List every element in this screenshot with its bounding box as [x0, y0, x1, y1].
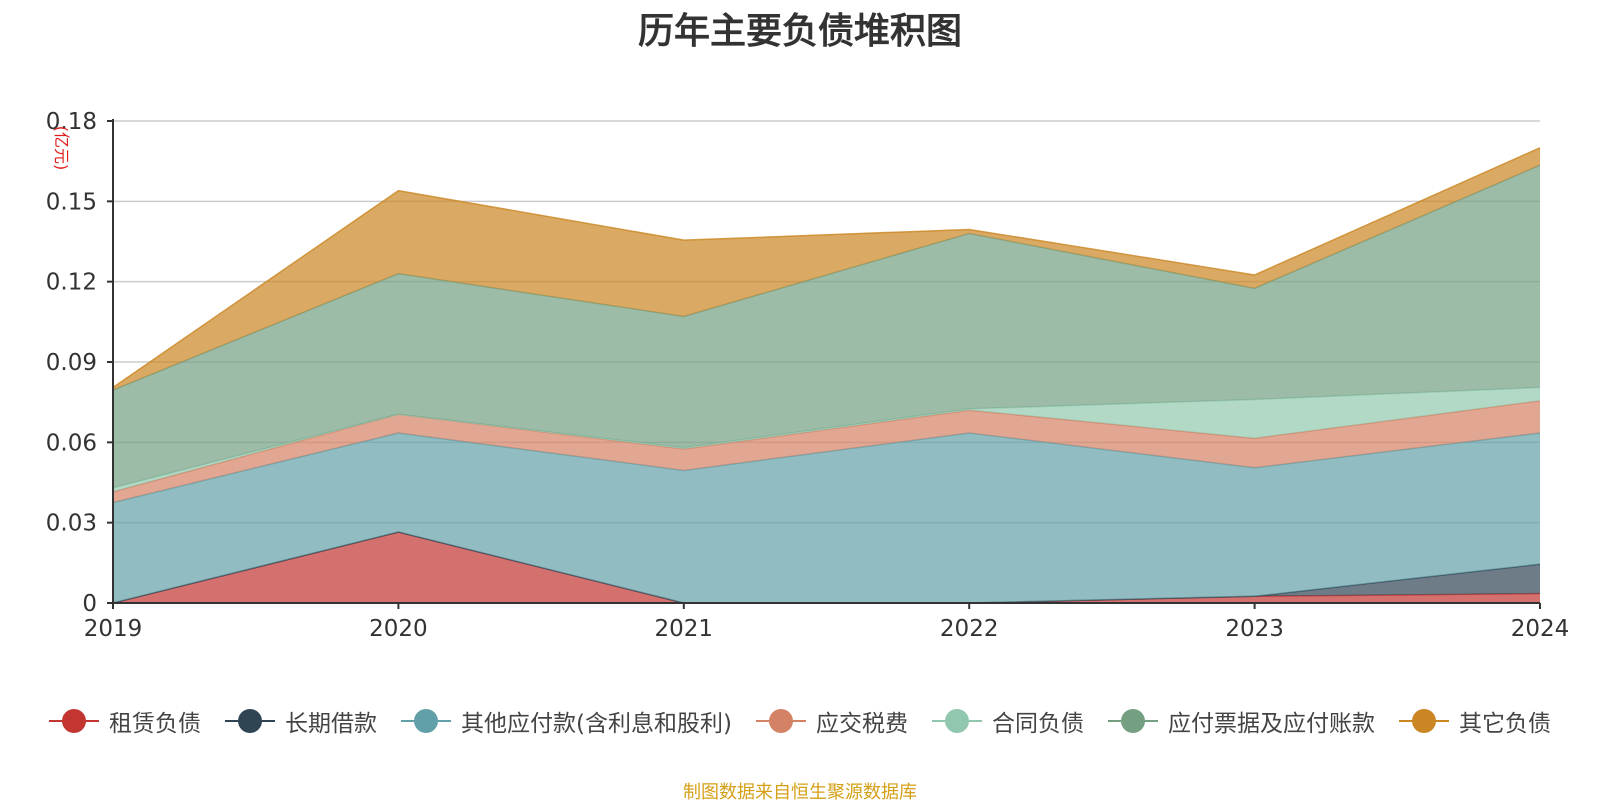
tick-labels: 0 0.03 0.06 0.09 0.12 0.15 0.18 2019 2020 2021 202…	[46, 109, 1569, 642]
axes	[107, 119, 1541, 609]
legend-label: 应交税费	[815, 711, 908, 737]
area-series-line-6	[112, 147, 1541, 389]
y-tick-label: 0.09	[46, 350, 97, 376]
legend-marker-icon	[1398, 707, 1449, 735]
area-series-2	[113, 432, 1540, 603]
y-tick-label: 0.18	[46, 109, 97, 135]
legend-item[interactable]: 其他应付款(含利息和股利)	[401, 704, 732, 738]
y-tick-label: 0	[82, 591, 97, 617]
legend-label: 应付票据及应付账款	[1167, 711, 1375, 737]
legend: 租赁负债 长期借款 其他应付款(含利息和股利) 应交税费 合同负债 应付票据及应付账款 其它…	[0, 703, 1600, 739]
legend-label: 其他应付款(含利息和股利)	[461, 711, 732, 737]
legend-label: 其它负债	[1458, 711, 1551, 737]
x-tick-label: 2021	[655, 616, 714, 642]
y-axis-unit-label: (亿元)	[52, 126, 71, 171]
legend-marker-icon	[49, 707, 100, 735]
x-tick-label: 2019	[84, 616, 143, 642]
y-tick-label: 0.12	[46, 270, 97, 296]
legend-item[interactable]: 应付票据及应付账款	[1107, 704, 1375, 738]
area-series-5	[113, 165, 1540, 488]
legend-marker-icon	[225, 707, 276, 735]
area-series-3	[113, 400, 1540, 503]
area-series-layer	[112, 147, 1541, 604]
x-tick-label: 2023	[1225, 616, 1284, 642]
y-tick-label: 0.06	[46, 430, 97, 456]
legend-label: 长期借款	[285, 711, 378, 737]
legend-item[interactable]: 应交税费	[755, 704, 908, 738]
area-series-4	[113, 387, 1540, 492]
legend-marker-icon	[401, 707, 452, 735]
legend-marker-icon	[931, 707, 982, 735]
legend-marker-icon	[1107, 707, 1158, 735]
x-tick-label: 2022	[940, 616, 999, 642]
chart-title: 历年主要负债堆积图	[637, 11, 962, 52]
y-tick-label: 0.03	[46, 511, 97, 537]
legend-item[interactable]: 其它负债	[1398, 704, 1551, 738]
legend-item[interactable]: 合同负债	[931, 704, 1084, 738]
legend-item[interactable]: 长期借款	[225, 704, 377, 738]
x-tick-label: 2024	[1511, 616, 1570, 642]
legend-item[interactable]: 租赁负债	[49, 704, 201, 738]
legend-label: 合同负债	[991, 711, 1084, 737]
y-tick-label: 0.15	[46, 189, 97, 215]
legend-marker-icon	[755, 707, 806, 735]
x-tick-label: 2020	[369, 616, 428, 642]
legend-label: 租赁负债	[109, 711, 202, 737]
source-note: 制图数据来自恒生聚源数据库	[683, 782, 917, 803]
area-series-6	[113, 147, 1540, 391]
